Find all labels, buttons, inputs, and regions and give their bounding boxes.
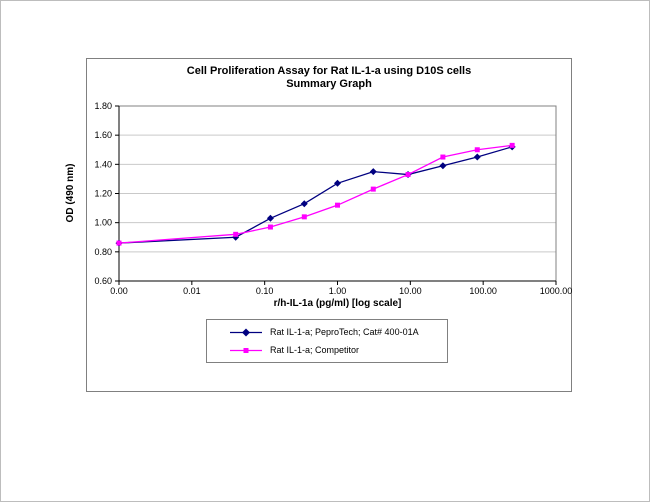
- series-line-1: [118, 144, 513, 244]
- y-tick-label: 1.40: [94, 159, 112, 169]
- chart-border: [86, 58, 572, 392]
- marker-square: [509, 142, 515, 148]
- marker-diamond: [439, 162, 447, 170]
- chart-title-line1: Cell Proliferation Assay for Rat IL-1-a …: [186, 65, 472, 77]
- x-tick-label: 100.00: [469, 286, 497, 296]
- marker-diamond: [300, 200, 308, 208]
- x-tick-label: 1.00: [329, 286, 347, 296]
- marker-square: [370, 186, 376, 192]
- x-axis-label: r/h-IL-1a (pg/ml) [log scale]: [273, 298, 402, 309]
- series-line-0: [118, 146, 513, 244]
- marker-square: [233, 231, 239, 237]
- y-tick-label: 0.80: [94, 247, 112, 257]
- marker-diamond: [369, 168, 377, 176]
- legend-label-competitor: Rat IL-1-a; Competitor: [270, 345, 360, 355]
- legend: Rat IL-1-a; PeproTech; Cat# 400-01A Rat …: [206, 319, 448, 363]
- marker-diamond: [266, 214, 274, 222]
- chart-title-line2: Summary Graph: [286, 78, 372, 90]
- legend-symbol-peprotech-line-diamond-icon: [230, 328, 262, 336]
- y-tick-label: 0.60: [94, 276, 112, 286]
- y-tick-label: 1.60: [94, 130, 112, 140]
- marker-square: [116, 240, 122, 246]
- marker-diamond: [334, 179, 341, 187]
- legend-label-peprotech: Rat IL-1-a; PeproTech; Cat# 400-01A: [270, 327, 419, 337]
- x-tick-label: 10.00: [399, 286, 422, 296]
- marker-diamond: [473, 153, 481, 161]
- marker-square: [301, 214, 307, 220]
- legend-symbol-competitor-line-square-icon: [230, 347, 262, 353]
- y-axis-label: OD (490 nm): [65, 163, 76, 223]
- marker-square: [440, 154, 446, 160]
- marker-square: [405, 172, 411, 178]
- legend-row-peprotech: Rat IL-1-a; PeproTech; Cat# 400-01A: [229, 325, 447, 340]
- x-tick-label: 0.10: [256, 286, 274, 296]
- marker-square: [474, 147, 480, 153]
- x-tick-label: 0.01: [183, 286, 201, 296]
- legend-row-competitor: Rat IL-1-a; Competitor: [229, 343, 447, 358]
- y-tick-label: 1.00: [94, 218, 112, 228]
- marker-square: [335, 202, 340, 208]
- x-tick-label: 0.00: [110, 286, 128, 296]
- marker-square: [267, 224, 273, 230]
- y-tick-label: 1.80: [94, 101, 112, 111]
- y-tick-label: 1.20: [94, 189, 112, 199]
- x-tick-label: 1000.00: [540, 286, 573, 296]
